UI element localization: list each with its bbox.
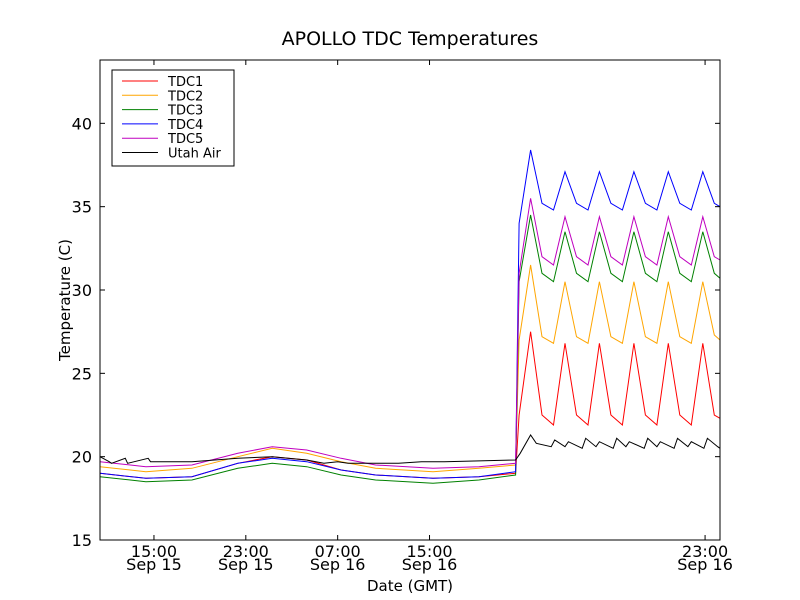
y-tick-label: 20: [72, 448, 92, 467]
legend-label-tdc1: TDC1: [167, 75, 203, 90]
legend-label-tdc3: TDC3: [167, 104, 203, 119]
legend-label-utah-air: Utah Air: [168, 147, 221, 162]
x-tick-time-label: 23:00: [223, 542, 269, 561]
y-tick-label: 25: [72, 364, 92, 383]
y-tick-label: 35: [72, 198, 92, 217]
y-axis: 15 20 25 30 35 40: [72, 114, 720, 550]
plot-frame: [99, 59, 721, 541]
series-line-tdc2: [99, 264, 721, 473]
legend-label-tdc5: TDC5: [167, 132, 203, 147]
x-tick-time-label: 15:00: [406, 542, 452, 561]
x-tick-date-label: Sep 16: [402, 555, 458, 574]
x-tick-date-label: Sep 15: [218, 555, 274, 574]
legend-box: [111, 69, 235, 167]
x-tick-date-label: Sep 16: [310, 555, 366, 574]
series-line-tdc4: [99, 149, 721, 479]
series-line-utah-air: [99, 434, 721, 464]
x-tick-time-label: 15:00: [131, 542, 177, 561]
y-tick-label: 30: [72, 281, 92, 300]
y-tick-label: 40: [72, 114, 92, 133]
chart-title: APOLLO TDC Temperatures: [282, 28, 539, 50]
y-axis-label: Temperature (C): [56, 239, 74, 362]
x-tick-time-label: 07:00: [315, 542, 361, 561]
x-tick-date-label: Sep 16: [677, 555, 733, 574]
series-line-tdc3: [99, 214, 721, 484]
legend-label-tdc2: TDC2: [167, 89, 203, 104]
x-tick-date-label: Sep 15: [126, 555, 182, 574]
series-layer: [99, 149, 721, 484]
series-line-tdc5: [99, 198, 721, 469]
x-axis-label: Date (GMT): [367, 577, 453, 595]
x-tick-time-label: 23:00: [682, 542, 728, 561]
legend-label-tdc4: TDC4: [167, 118, 203, 133]
y-tick-label: 15: [72, 531, 92, 550]
